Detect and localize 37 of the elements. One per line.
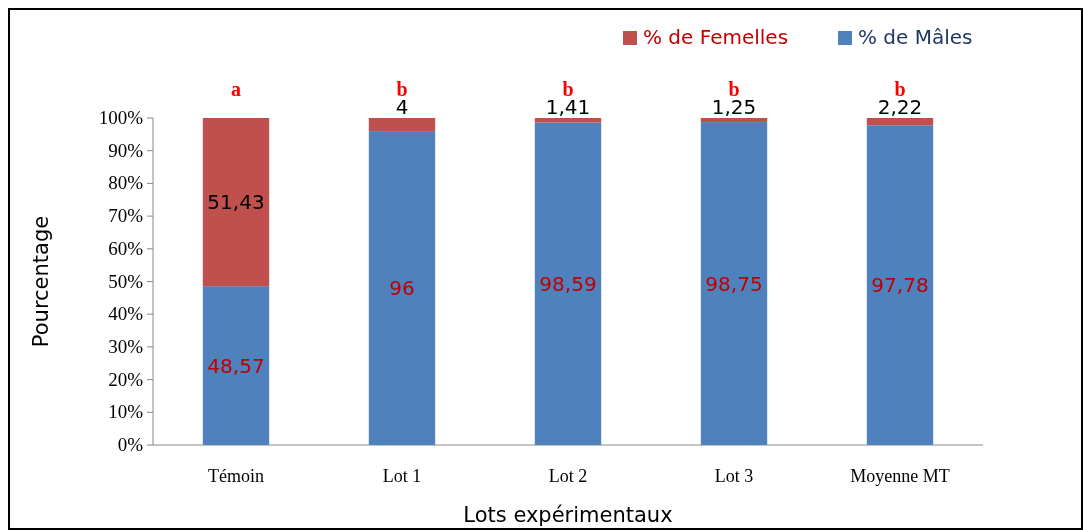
y-axis-title: Pourcentage bbox=[29, 215, 53, 348]
y-tick-label: 80% bbox=[108, 172, 144, 194]
bar bbox=[202, 118, 270, 287]
data-label: 97,78 bbox=[871, 273, 929, 298]
annotation: a bbox=[231, 78, 241, 100]
x-tick-label: Lot 2 bbox=[548, 466, 588, 486]
y-tick-label: 50% bbox=[108, 270, 144, 292]
y-tick-label: 70% bbox=[108, 205, 144, 227]
x-tick-label: Lot 3 bbox=[714, 466, 754, 486]
y-tick-label: 10% bbox=[108, 401, 144, 423]
y-tick-label: 20% bbox=[108, 368, 144, 390]
x-tick-label: Témoin bbox=[208, 466, 264, 486]
bar bbox=[534, 122, 602, 445]
x-tick-label: Lot 1 bbox=[382, 466, 422, 486]
x-axis-title: Lots expérimentaux bbox=[463, 503, 673, 527]
legend-label: % de Femelles bbox=[643, 25, 789, 49]
y-tick-label: 60% bbox=[108, 237, 144, 259]
y-tick-label: 30% bbox=[108, 335, 144, 357]
data-label: 96 bbox=[389, 276, 415, 301]
data-label: 98,59 bbox=[539, 271, 597, 296]
x-tick-label: Moyenne MT bbox=[850, 466, 950, 486]
y-tick-label: 40% bbox=[108, 303, 144, 325]
y-tick-label: 90% bbox=[108, 139, 144, 161]
bar bbox=[534, 118, 602, 123]
y-tick-label: 0% bbox=[117, 434, 144, 455]
data-label: 51,43 bbox=[207, 190, 265, 215]
legend-label: % de Mâles bbox=[858, 25, 973, 49]
data-label: 48,57 bbox=[207, 353, 265, 378]
y-tick-label: 100% bbox=[98, 107, 144, 128]
bar bbox=[700, 118, 768, 123]
bar bbox=[368, 131, 436, 445]
bar bbox=[866, 125, 934, 445]
bar bbox=[368, 118, 436, 132]
bar bbox=[866, 118, 934, 126]
data-label: 98,75 bbox=[705, 271, 763, 296]
bar bbox=[700, 122, 768, 445]
bar bbox=[202, 286, 270, 445]
